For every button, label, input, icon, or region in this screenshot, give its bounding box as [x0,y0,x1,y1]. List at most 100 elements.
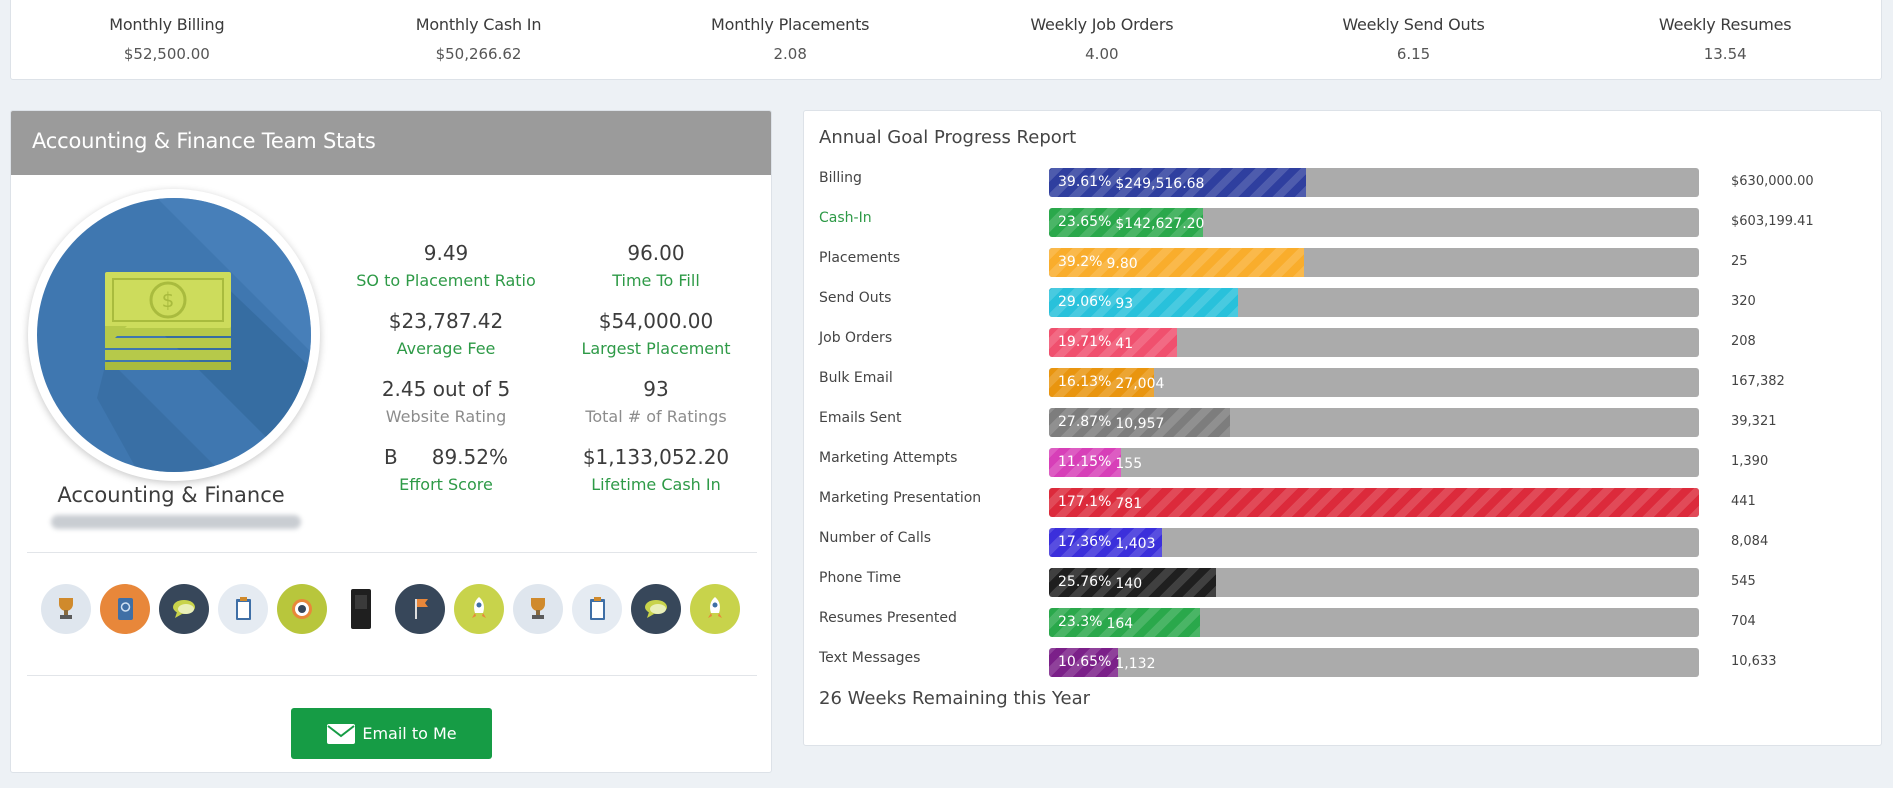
email-to-me-button[interactable]: Email to Me [291,708,492,759]
stat-value: 93 [643,377,669,401]
goal-row: Placements 39.2% 9.80 25 [819,248,1879,288]
progress-percent: 10.65% [1058,654,1112,670]
goal-report-title: Annual Goal Progress Report [819,127,1077,148]
team-stats-card: Accounting & Finance Team Stats $ Accoun… [10,110,772,773]
progress-fill [1049,608,1201,637]
progress-text: 10.65% 1,132 [1058,654,1155,672]
rocket-icon[interactable] [690,584,740,634]
clipboard-icon[interactable] [572,584,622,634]
progress-text: 39.61% $249,516.68 [1058,174,1204,192]
stat-website-rating: 2.45 out of 5 Website Rating [341,377,551,426]
team-stats-header: Accounting & Finance Team Stats [11,111,771,175]
progress-track: 27.87% 10,957 [1049,408,1699,437]
progress-track: 16.13% 27,004 [1049,368,1699,397]
progress-text: 17.36% 1,403 [1058,534,1156,552]
flag-icon[interactable] [395,584,445,634]
kpi-monthly-placements: Monthly Placements 2.08 [634,0,946,79]
stat-label: Effort Score [399,475,493,494]
goal-rows: Billing 39.61% $249,516.68 $630,000.00 Cash-… [819,168,1879,688]
goal-label: Marketing Attempts [819,450,958,466]
phone-booth-icon[interactable] [336,584,386,634]
goal-label: Marketing Presentation [819,490,982,506]
goal-label: Phone Time [819,570,902,586]
goal-target: 8,084 [1731,534,1769,549]
progress-text: 19.71% 41 [1058,334,1134,352]
goal-row: Marketing Attempts 11.15% 155 1,390 [819,448,1879,488]
progress-amount: 781 [1115,496,1143,512]
goal-target: 25 [1731,254,1748,269]
annual-goal-card: Annual Goal Progress Report Billing 39.61… [803,110,1882,746]
stat-value: B 89.52% [341,445,551,469]
goal-target: 208 [1731,334,1756,349]
kpi-label: Weekly Send Outs [1342,15,1485,34]
team-stats-grid: 9.49 SO to Placement Ratio 96.00 Time To… [341,241,761,494]
trophy-icon[interactable] [41,584,91,634]
kpi-strip: Monthly Billing $52,500.00 Monthly Cash … [10,0,1882,80]
stat-value: $23,787.42 [388,309,504,333]
progress-amount: 140 [1115,576,1143,592]
trophy-icon[interactable] [513,584,563,634]
progress-amount: 1,403 [1115,536,1156,552]
stat-value: $1,133,052.20 [582,445,730,469]
stat-lifetime-cash: $1,133,052.20 Lifetime Cash In [551,445,761,494]
chat-icon[interactable] [159,584,209,634]
effort-grade: B [384,445,398,469]
stat-total-ratings: 93 Total # of Ratings [551,377,761,426]
kpi-weekly-resumes: Weekly Resumes 13.54 [1569,0,1881,79]
kpi-weekly-job-orders: Weekly Job Orders 4.00 [946,0,1258,79]
stat-label: Lifetime Cash In [591,475,721,494]
passport-icon[interactable] [100,584,150,634]
progress-track: 19.71% 41 [1049,328,1699,357]
progress-fill [1049,568,1217,597]
kpi-label: Monthly Placements [711,15,870,34]
stat-value: 2.45 out of 5 [381,377,511,401]
progress-amount: 41 [1115,336,1134,352]
progress-fill [1049,368,1154,397]
goal-row: Cash-In 23.65% $142,627.20 $603,199.41 [819,208,1879,248]
kpi-value: 6.15 [1396,45,1431,63]
progress-track: 25.76% 140 [1049,568,1699,597]
goal-target: $630,000.00 [1731,174,1814,189]
goal-label: Emails Sent [819,410,902,426]
goal-row: Marketing Presentation 177.1% 781 441 [819,488,1879,528]
team-subtitle-blurred [51,515,301,529]
progress-percent: 17.36% [1058,534,1112,550]
clipboard-icon[interactable] [218,584,268,634]
progress-text: 23.3% 164 [1058,614,1134,632]
stat-label: Website Rating [385,407,507,426]
progress-percent: 16.13% [1058,374,1112,390]
progress-amount: 10,957 [1115,416,1165,432]
kpi-label: Weekly Job Orders [1030,15,1174,34]
goal-row: Send Outs 29.06% 93 320 [819,288,1879,328]
divider [27,675,757,676]
progress-text: 11.15% 155 [1058,454,1142,472]
progress-text: 39.2% 9.80 [1058,254,1138,272]
kpi-label: Monthly Billing [109,15,225,34]
progress-fill [1049,408,1231,437]
rocket-icon[interactable] [454,584,504,634]
stat-label: Time To Fill [612,271,700,290]
divider [27,552,757,553]
team-avatar: $ [28,189,320,481]
stat-value: 96.00 [627,241,685,265]
progress-text: 16.13% 27,004 [1058,374,1164,392]
goal-row: Job Orders 19.71% 41 208 [819,328,1879,368]
progress-amount: 164 [1106,616,1134,632]
progress-track: 11.15% 155 [1049,448,1699,477]
kpi-value: 4.00 [1085,45,1119,63]
goal-target: $603,199.41 [1731,214,1814,229]
stat-label: Largest Placement [581,339,731,358]
goal-label[interactable]: Cash-In [819,210,872,226]
team-name: Accounting & Finance [57,483,285,507]
kpi-monthly-billing: Monthly Billing $52,500.00 [11,0,323,79]
progress-text: 23.65% $142,627.20 [1058,214,1204,232]
target-icon[interactable] [277,584,327,634]
progress-track: 10.65% 1,132 [1049,648,1699,677]
stat-average-fee: $23,787.42 Average Fee [341,309,551,358]
progress-amount: 9.80 [1106,256,1138,272]
chat-icon[interactable] [631,584,681,634]
goal-target: 167,382 [1731,374,1785,389]
goal-target: 320 [1731,294,1756,309]
progress-percent: 177.1% [1058,494,1112,510]
email-button-label: Email to Me [362,724,457,743]
